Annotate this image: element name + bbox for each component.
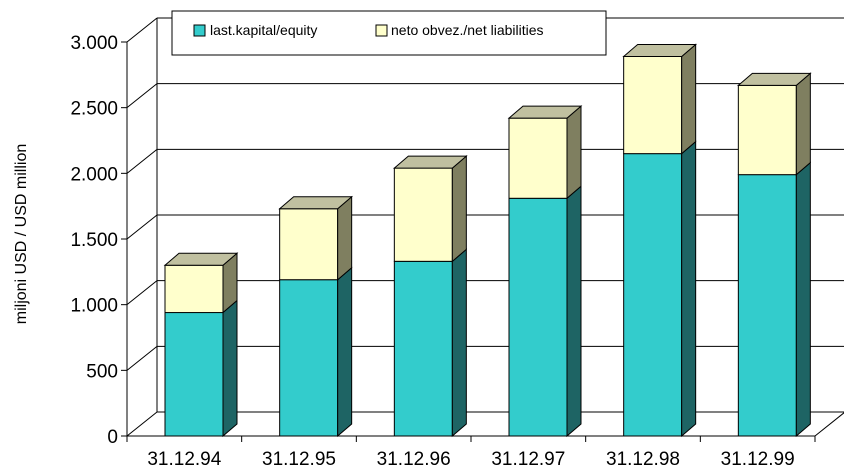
- legend-box: [171, 10, 607, 56]
- y-tick-label: 0: [107, 427, 118, 448]
- bar-side-net-liabilities: [681, 43, 697, 155]
- bar-side-net-liabilities: [451, 154, 467, 263]
- bar-side-equity: [681, 140, 697, 438]
- gridline-side: [126, 17, 158, 43]
- legend-swatch-net-liabilities: [375, 24, 388, 37]
- bar-top-net-liabilities: [736, 72, 812, 86]
- legend: last.kapital/equity neto obvez./net liab…: [171, 10, 607, 56]
- x-tick-label: 31.12.98: [606, 449, 680, 466]
- bar-top-net-liabilities: [163, 252, 239, 266]
- bar-top-net-liabilities: [278, 196, 354, 210]
- bar-front-net-liabilities: [737, 84, 797, 176]
- x-tick-labels: 31.12.94 31.12.95 31.12.96 31.12.97 31.12.98…: [147, 449, 794, 466]
- x-tick-label: 31.12.99: [721, 449, 795, 466]
- bars: [163, 43, 812, 438]
- bar-front-equity: [623, 153, 683, 437]
- x-tick-label: 31.12.96: [377, 449, 451, 466]
- bar-side-equity: [451, 248, 467, 438]
- y-tick-label: 500: [86, 361, 118, 382]
- gridline-side: [126, 345, 158, 371]
- y-tick-label: 1.000: [70, 296, 118, 317]
- gridline-side: [126, 411, 158, 437]
- bar-side-equity: [795, 161, 811, 438]
- bar-front-equity: [508, 197, 568, 437]
- y-axis-label: miljoni USD / USD million: [13, 144, 30, 324]
- gridline-side: [126, 148, 158, 174]
- gridline-side: [126, 83, 158, 109]
- bar-front-equity: [164, 312, 224, 437]
- legend-label-equity: last.kapital/equity: [210, 22, 317, 38]
- bar-front-net-liabilities: [393, 167, 453, 262]
- y-tick-label: 2.000: [70, 164, 118, 185]
- bar-front-equity: [279, 279, 339, 437]
- bar-front-net-liabilities: [623, 55, 683, 155]
- floor-right-edge: [814, 412, 844, 437]
- bar-side-equity: [566, 185, 582, 438]
- bar-side-net-liabilities: [566, 105, 582, 200]
- bar-top-net-liabilities: [622, 43, 698, 57]
- bar-front-net-liabilities: [508, 117, 568, 199]
- y-tick-label: 1.500: [70, 230, 118, 251]
- y-tick-label: 3.000: [70, 33, 118, 54]
- x-tick-label: 31.12.97: [491, 449, 565, 466]
- bar-top-net-liabilities: [507, 105, 583, 119]
- bar-side-equity: [222, 299, 238, 438]
- bar-top-net-liabilities: [392, 155, 468, 169]
- gridline-side: [126, 214, 158, 240]
- bar-front-net-liabilities: [279, 208, 339, 281]
- axes: [121, 18, 844, 442]
- bar-side-net-liabilities: [795, 72, 811, 176]
- bar-front-equity: [737, 174, 797, 437]
- x-tick-label: 31.12.94: [147, 449, 221, 466]
- bar-front-equity: [393, 260, 453, 437]
- y-tick-labels: 0 500 1.000 1.500 2.000 2.500 3.000: [70, 33, 118, 448]
- bar-front-net-liabilities: [164, 264, 224, 314]
- y-tick-label: 2.500: [70, 99, 118, 120]
- bar-side-equity: [337, 266, 353, 438]
- legend-swatch-equity: [193, 24, 206, 37]
- legend-label-net-liabilities: neto obvez./net liabilities: [391, 22, 544, 38]
- x-tick-label: 31.12.95: [262, 449, 336, 466]
- gridline-side: [126, 280, 158, 306]
- bar-side-net-liabilities: [337, 195, 353, 281]
